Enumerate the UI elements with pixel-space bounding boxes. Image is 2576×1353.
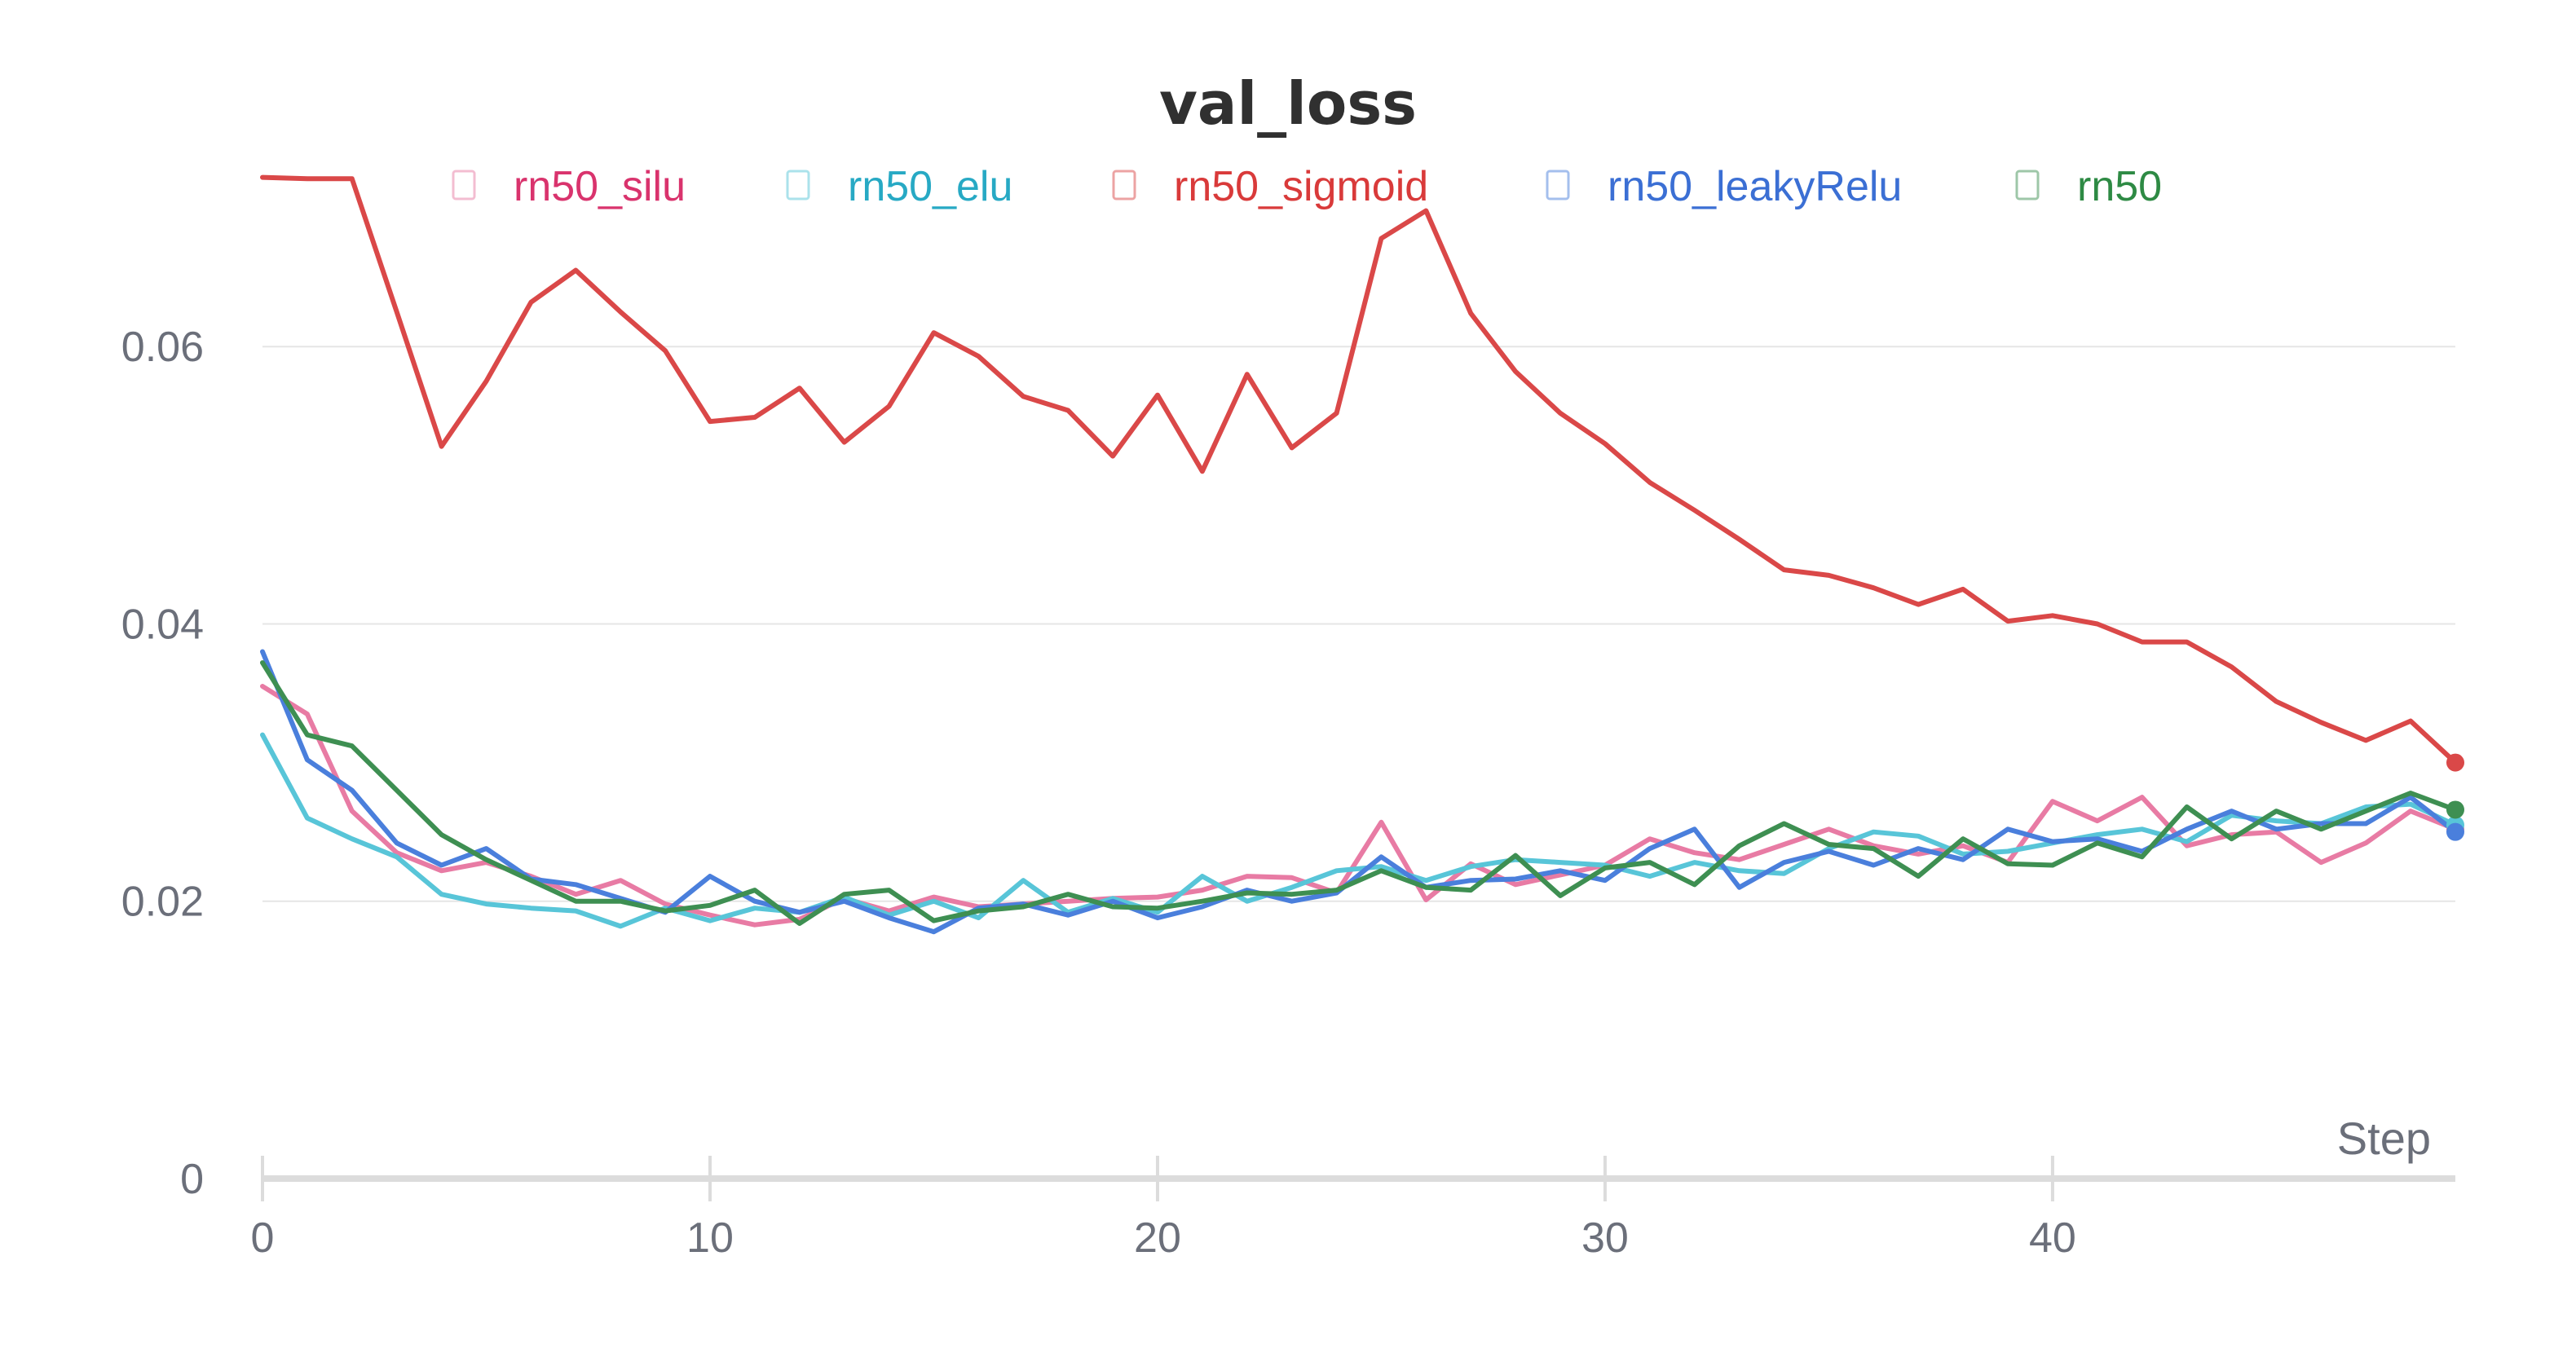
series-line-rn50_leakyRelu[interactable] bbox=[260, 649, 2458, 935]
y-tick-label: 0.06 bbox=[121, 324, 204, 371]
legend-item-rn50_leakyRelu[interactable]: rn50_leakyRelu bbox=[1546, 163, 1902, 210]
y-tick-label: 0 bbox=[180, 1156, 204, 1203]
legend: rn50_silu rn50_elu rn50_sigmoid rn50_lea… bbox=[452, 163, 2162, 210]
legend-label: rn50 bbox=[2077, 163, 2162, 210]
series-lines bbox=[260, 174, 2458, 935]
legend-label: rn50_leakyRelu bbox=[1608, 163, 1902, 210]
series-endpoint-rn50_sigmoid bbox=[2446, 753, 2464, 772]
series-line-rn50_sigmoid[interactable] bbox=[260, 174, 2458, 765]
x-axis-ticks: 0 10 20 30 40 bbox=[251, 1156, 2076, 1262]
legend-swatch-icon bbox=[452, 170, 476, 201]
legend-item-rn50_silu[interactable]: rn50_silu bbox=[452, 163, 686, 210]
series-endpoint-rn50_leakyRelu bbox=[2446, 822, 2464, 841]
x-tick-label: 10 bbox=[686, 1214, 734, 1262]
legend-swatch-icon bbox=[1546, 170, 1570, 201]
legend-item-rn50_sigmoid[interactable]: rn50_sigmoid bbox=[1112, 163, 1428, 210]
x-tick-label: 20 bbox=[1134, 1214, 1181, 1262]
series-line-rn50_silu[interactable] bbox=[260, 684, 2458, 928]
legend-swatch-icon bbox=[1112, 170, 1136, 201]
legend-label: rn50_elu bbox=[848, 163, 1012, 210]
legend-item-rn50_elu[interactable]: rn50_elu bbox=[786, 163, 1012, 210]
legend-label: rn50_sigmoid bbox=[1174, 163, 1428, 210]
y-tick-label: 0.02 bbox=[121, 879, 204, 926]
chart-title: val_loss bbox=[1159, 69, 1417, 138]
series-line-rn50_elu[interactable] bbox=[260, 732, 2458, 929]
legend-swatch-icon bbox=[2015, 170, 2040, 201]
legend-label: rn50_silu bbox=[514, 163, 686, 210]
grid-lines bbox=[262, 346, 2455, 902]
x-tick-label: 30 bbox=[1581, 1214, 1629, 1262]
series-endpoints bbox=[2446, 753, 2464, 841]
series-line-rn50[interactable] bbox=[260, 660, 2458, 926]
x-tick-label: 40 bbox=[2029, 1214, 2076, 1262]
legend-swatch-icon bbox=[786, 170, 810, 201]
x-tick-label: 0 bbox=[251, 1214, 275, 1262]
y-axis-ticks: 0 0.02 0.04 0.06 bbox=[121, 324, 204, 1203]
x-axis-label: Step bbox=[2337, 1113, 2431, 1164]
legend-item-rn50[interactable]: rn50 bbox=[2015, 163, 2162, 210]
series-endpoint-rn50 bbox=[2446, 800, 2464, 819]
y-tick-label: 0.04 bbox=[121, 601, 204, 648]
